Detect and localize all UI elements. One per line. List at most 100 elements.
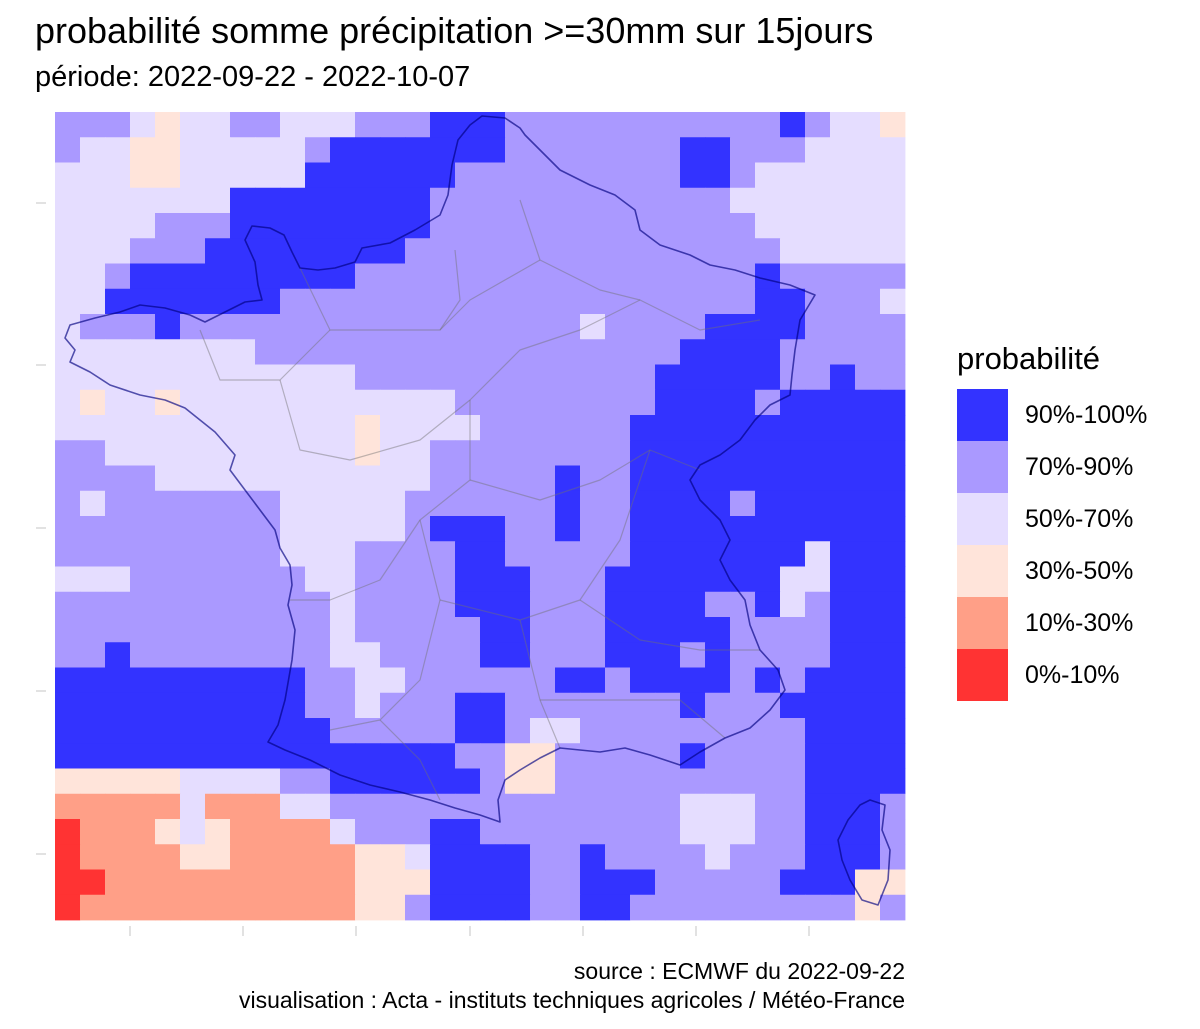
legend-label: 70%-90% <box>1025 452 1134 481</box>
grid-cell <box>280 566 306 593</box>
grid-cell <box>630 692 656 719</box>
grid-cell <box>130 162 156 189</box>
grid-cell <box>255 768 281 795</box>
grid-cell <box>605 213 631 239</box>
grid-cell <box>180 314 206 340</box>
grid-cell <box>680 642 706 668</box>
grid-cell <box>130 894 156 921</box>
grid-cell <box>180 516 206 542</box>
grid-cell <box>880 844 906 870</box>
grid-cell <box>280 339 306 365</box>
grid-cell <box>605 490 631 517</box>
grid-cell <box>55 617 81 643</box>
grid-cell <box>455 137 481 163</box>
grid-cell <box>830 389 856 416</box>
grid-cell <box>80 793 106 820</box>
grid-cell <box>380 263 406 290</box>
grid-cell <box>780 187 806 214</box>
grid-cell <box>330 112 356 138</box>
grid-cell <box>380 440 406 466</box>
grid-cell <box>880 692 906 719</box>
grid-cell <box>580 415 606 441</box>
grid-cell <box>330 743 356 769</box>
grid-cell <box>55 389 81 416</box>
grid-cell <box>555 591 581 618</box>
grid-cell <box>230 869 256 896</box>
grid-cell <box>280 238 306 264</box>
grid-cell <box>480 339 506 365</box>
grid-cell <box>480 440 506 466</box>
grid-cell <box>505 768 531 795</box>
grid-cell <box>580 844 606 870</box>
grid-cell <box>305 692 331 719</box>
grid-cell <box>155 793 181 820</box>
grid-cell <box>305 642 331 668</box>
grid-cell <box>705 541 731 567</box>
grid-cell <box>205 187 231 214</box>
probability-grid <box>55 112 906 921</box>
grid-cell <box>705 894 731 921</box>
grid-cell <box>105 642 131 668</box>
grid-cell <box>105 743 131 769</box>
grid-cell <box>505 591 531 618</box>
grid-cell <box>255 137 281 163</box>
grid-cell <box>805 415 831 441</box>
grid-cell <box>880 364 906 391</box>
grid-cell <box>755 541 781 567</box>
grid-cell <box>655 137 681 163</box>
grid-cell <box>505 263 531 290</box>
grid-cell <box>455 844 481 870</box>
grid-cell <box>455 314 481 340</box>
grid-cell <box>330 844 356 870</box>
grid-cell <box>355 819 381 845</box>
grid-cell <box>105 667 131 694</box>
grid-cell <box>155 238 181 264</box>
grid-cell <box>780 541 806 567</box>
grid-cell <box>780 440 806 466</box>
grid-cell <box>180 162 206 189</box>
grid-cell <box>55 187 81 214</box>
grid-cell <box>455 263 481 290</box>
grid-cell <box>455 541 481 567</box>
grid-cell <box>430 389 456 416</box>
grid-cell <box>730 288 756 315</box>
grid-cell <box>880 516 906 542</box>
grid-cell <box>80 869 106 896</box>
grid-cell <box>505 617 531 643</box>
grid-cell <box>380 819 406 845</box>
grid-cell <box>455 516 481 542</box>
grid-cell <box>755 364 781 391</box>
grid-cell <box>880 389 906 416</box>
grid-cell <box>355 314 381 340</box>
grid-cell <box>380 112 406 138</box>
grid-cell <box>305 440 331 466</box>
grid-cell <box>330 869 356 896</box>
grid-cell <box>805 238 831 264</box>
grid-cell <box>530 718 556 744</box>
grid-cell <box>280 667 306 694</box>
grid-cell <box>330 364 356 391</box>
grid-cell <box>105 844 131 870</box>
grid-cell <box>655 541 681 567</box>
grid-cell <box>555 339 581 365</box>
grid-cell <box>305 541 331 567</box>
grid-cell <box>330 339 356 365</box>
grid-cell <box>455 339 481 365</box>
grid-cell <box>805 844 831 870</box>
grid-cell <box>530 162 556 189</box>
border-line <box>379 719 441 801</box>
grid-cell <box>80 238 106 264</box>
grid-cell <box>280 894 306 921</box>
department-borders <box>199 199 761 801</box>
grid-cell <box>580 793 606 820</box>
grid-cell <box>405 339 431 365</box>
grid-cell <box>555 894 581 921</box>
grid-cell <box>430 415 456 441</box>
grid-cell <box>355 238 381 264</box>
grid-cell <box>105 440 131 466</box>
grid-cell <box>155 743 181 769</box>
grid-cell <box>430 541 456 567</box>
grid-cell <box>730 566 756 593</box>
grid-cell <box>605 844 631 870</box>
legend-item: 50%-70% <box>957 493 1147 545</box>
